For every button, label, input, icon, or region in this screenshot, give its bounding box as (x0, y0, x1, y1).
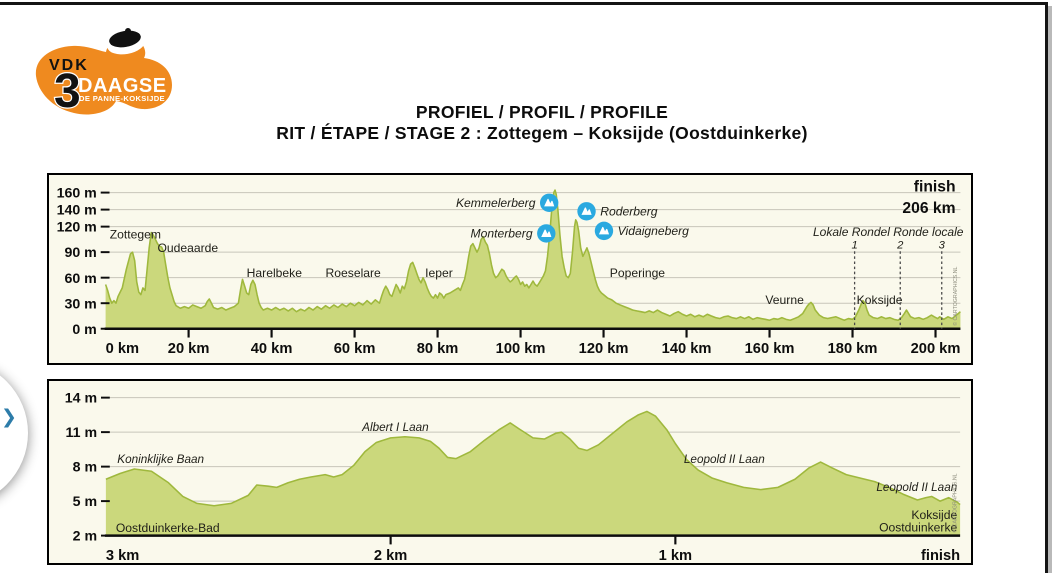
mountain-glyph (581, 207, 592, 215)
logo-beret-stem (125, 28, 131, 34)
mountain-glyph (541, 229, 552, 237)
carousel-nav-button[interactable] (0, 360, 28, 506)
climb-label-monterberg: Monterberg (471, 227, 533, 241)
logo-subtitle-text: DE PANNE-KOKSIJDE (79, 94, 165, 103)
title-line2: RIT / ÉTAPE / STAGE 2 : Zottegem – Koksi… (276, 123, 808, 143)
y-tick-label: 0 m (72, 322, 96, 338)
logo-vdk-text: VDK (49, 57, 89, 74)
y-tick-label: 8 m (73, 460, 97, 476)
y-tick-label: 140 m (57, 203, 97, 219)
place-label-roeselare: Roeselare (326, 266, 382, 280)
y-tick-label: 14 m (65, 391, 97, 407)
y-tick-label: 60 m (64, 271, 96, 287)
place-label-ieper: Ieper (425, 266, 453, 280)
place-label-oostduinkerke-bad: Oostduinkerke-Bad (116, 521, 220, 535)
place-label-harelbeke: Harelbeke (247, 266, 303, 280)
y-tick-label: 30 m (64, 296, 96, 312)
elevation-outline (104, 189, 961, 321)
x-tick-label: 60 km (334, 341, 376, 357)
local-laps-label: Lokale Rondel Ronde locale (813, 225, 964, 239)
page-border-shadow (1048, 6, 1052, 573)
chevron-right-icon: ❯ (1, 407, 17, 428)
place-label-koksijde: Koksijde (857, 293, 903, 307)
logo-beret-icon (109, 30, 141, 48)
x-tick-label: 200 km (911, 341, 961, 357)
page-title: PROFIEL / PROFIL / PROFILE RIT / ÉTAPE /… (32, 102, 1052, 144)
mountain-glyph (598, 226, 610, 235)
x-tick-label: 40 km (251, 341, 293, 357)
place-label-zottegem: Zottegem (110, 228, 161, 242)
race-logo: VDK 3 DAAGSE DE PANNE-KOKSIJDE (28, 28, 178, 119)
x-tick-label: finish (921, 548, 960, 563)
road-label-albert-i-laan: Albert I Laan (361, 421, 429, 434)
finish-distance-label: 206 km (902, 200, 955, 217)
climb-label-roderberg: Roderberg (600, 205, 658, 219)
place-label-poperinge: Poperinge (610, 266, 666, 280)
lap-number-2: 2 (896, 240, 904, 252)
x-tick-label: 120 km (579, 341, 629, 357)
climb-marker-roderberg (577, 202, 596, 221)
final-3km-profile-svg: 14 m 11 m 8 m 5 m 2 m 3 km 2 km 1 km finish Oostd… (65, 391, 961, 563)
road-label-koninklijke-baan: Koninklijke Baan (117, 453, 204, 466)
place-label-veurne: Veurne (765, 293, 804, 307)
logo-three-digit: 3 (54, 65, 81, 118)
lap-number-3: 3 (939, 240, 946, 252)
x-tick-label: 0 km (106, 341, 139, 357)
y-tick-label: 11 m (66, 425, 98, 441)
road-label-leopold-ii-laan: Leopold II Laan (684, 453, 765, 466)
climb-label-kemmelerberg: Kemmelerberg (456, 196, 536, 210)
y-tick-label: 160 m (57, 186, 97, 202)
place-label-koksijde: Koksijde (911, 508, 957, 522)
x-tick-label: 100 km (496, 341, 546, 357)
elevation-area (105, 190, 961, 329)
x-tick-label: 1 km (659, 548, 692, 563)
climb-marker-monterberg (537, 224, 556, 243)
road-label-leopold-ii-laan: Leopold II Laan (876, 481, 957, 494)
logo-daagse-text: DAAGSE (78, 75, 167, 97)
lap-number-1: 1 (851, 240, 857, 252)
y-tick-label: 90 m (64, 245, 96, 261)
x-tick-label: 2 km (374, 548, 407, 563)
climb-label-vidaigneberg: Vidaigneberg (618, 224, 689, 238)
page-border-right (1045, 2, 1048, 573)
credit-text: © CARTOGRAPHICS.NL (952, 473, 959, 532)
y-tick-label: 5 m (73, 494, 97, 510)
y-tick-label: 120 m (57, 220, 97, 236)
stage-profile-chart: 160 m 140 m 120 m 90 m 60 m 30 m 0 m 0 km 20 km 4… (47, 173, 973, 365)
place-label-oudeaarde: Oudeaarde (157, 241, 218, 255)
x-tick-label: 3 km (106, 548, 139, 563)
finish-label: finish (914, 179, 956, 196)
x-tick-label: 80 km (417, 341, 459, 357)
x-tick-label: 140 km (662, 341, 712, 357)
x-tick-label: 160 km (745, 341, 795, 357)
elevation-area (105, 411, 961, 536)
place-label-oostduinkerke: Oostduinkerke (879, 521, 957, 535)
climb-marker-kemmelerberg (539, 193, 559, 213)
final-3km-chart: 14 m 11 m 8 m 5 m 2 m 3 km 2 km 1 km finish Oostd… (47, 379, 973, 565)
credit-text: © CARTOGRAPHICS.NL (952, 266, 959, 325)
mountain-glyph (544, 198, 555, 207)
x-tick-label: 20 km (168, 341, 210, 357)
logo-orange-blob (35, 37, 172, 115)
elevation-outline (105, 410, 961, 507)
race-logo-svg: VDK 3 DAAGSE DE PANNE-KOKSIJDE (35, 28, 172, 119)
page-border-top (0, 2, 1048, 5)
y-tick-label: 2 m (73, 529, 97, 545)
climb-marker-vidaigneberg (594, 221, 614, 241)
title-line1: PROFIEL / PROFIL / PROFILE (415, 102, 669, 122)
x-tick-label: 180 km (828, 341, 878, 357)
